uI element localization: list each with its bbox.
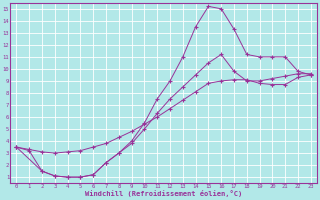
X-axis label: Windchill (Refroidissement éolien,°C): Windchill (Refroidissement éolien,°C)	[85, 190, 242, 197]
